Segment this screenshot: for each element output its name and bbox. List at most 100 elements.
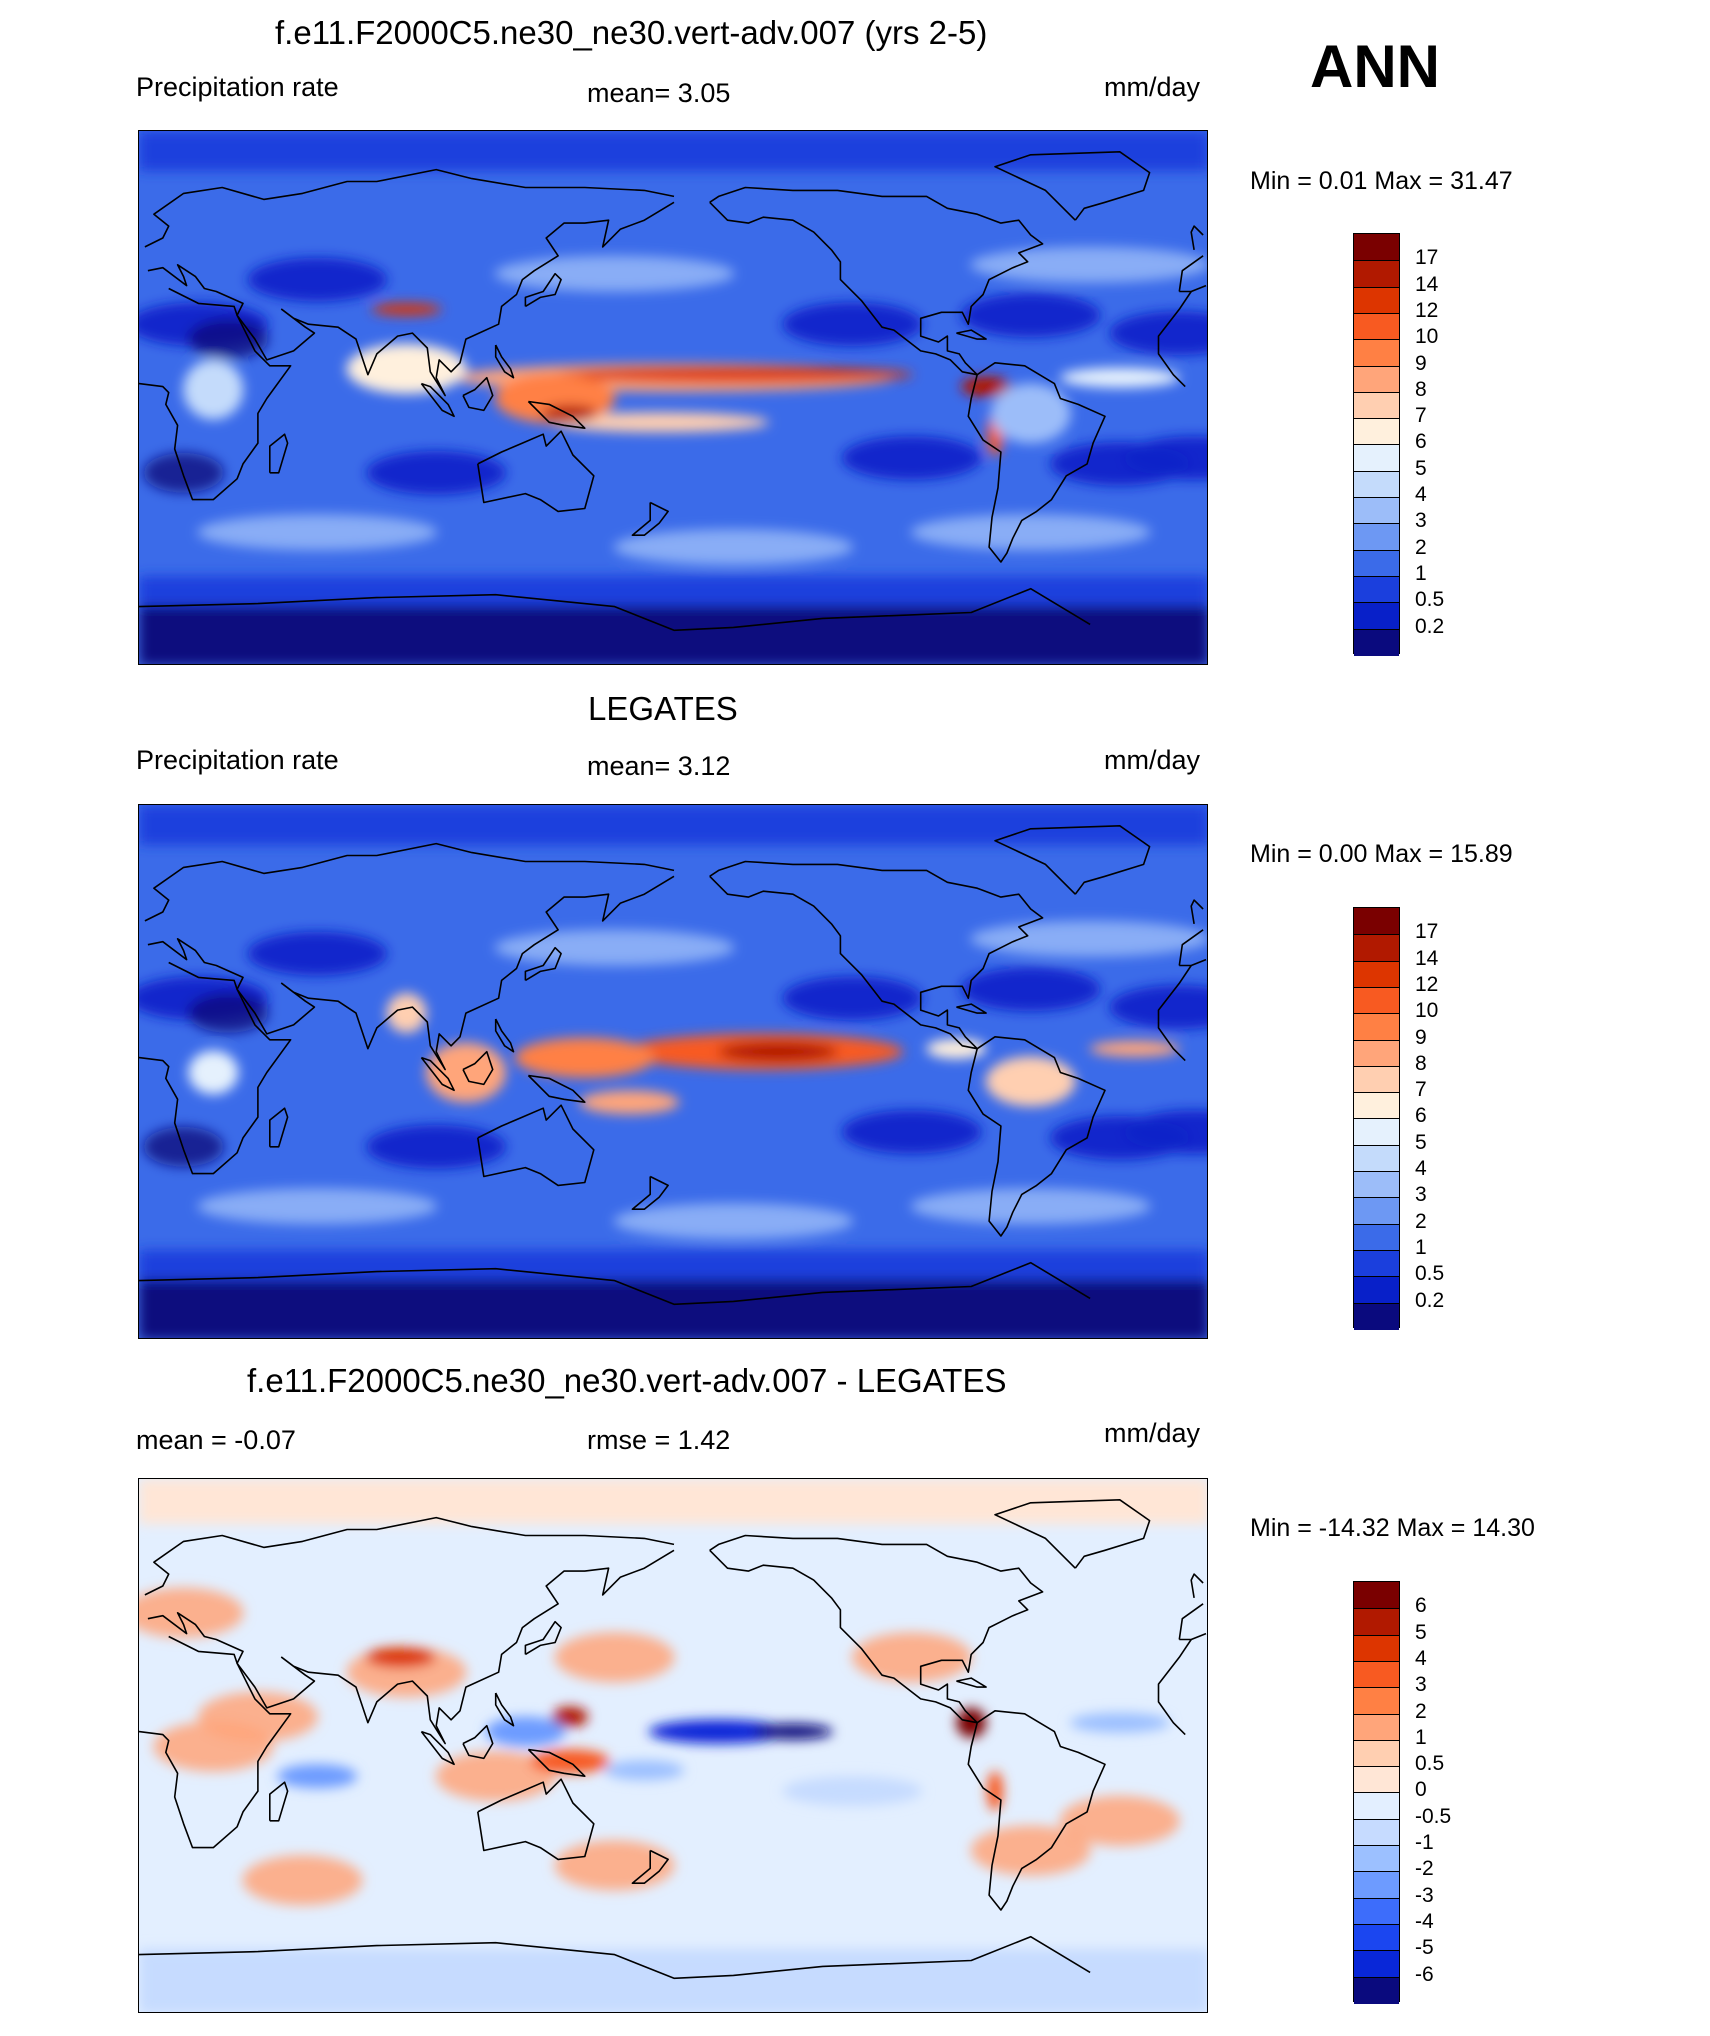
colorbar-swatch bbox=[1354, 1065, 1399, 1094]
colorbar-tick-label: 3 bbox=[1415, 1183, 1427, 1207]
map-background bbox=[139, 1479, 1207, 2012]
field-blob bbox=[554, 1840, 675, 1891]
coastline bbox=[144, 842, 1204, 966]
field-blob bbox=[613, 1203, 854, 1240]
rmse-label: rmse = 1.42 bbox=[587, 1425, 731, 1455]
coastline bbox=[462, 1724, 494, 1760]
field-blob bbox=[153, 1721, 274, 1772]
colorbar-swatch bbox=[1354, 523, 1399, 551]
coastline bbox=[967, 1036, 1106, 1237]
field-blob bbox=[1049, 1115, 1190, 1160]
field-blob bbox=[1109, 311, 1207, 356]
coastline bbox=[524, 272, 562, 308]
field-blob bbox=[551, 1706, 588, 1727]
field-blob bbox=[782, 302, 923, 347]
field-blob bbox=[366, 1124, 507, 1169]
colorbar-tick-label: 1 bbox=[1415, 561, 1427, 585]
colorbar-swatch bbox=[1354, 418, 1399, 446]
colorbar-tick-label: 6 bbox=[1415, 1104, 1427, 1128]
colorbar-tick-label: 2 bbox=[1415, 1699, 1427, 1723]
colorbar-tick-label: 5 bbox=[1415, 1130, 1427, 1154]
coastline bbox=[477, 430, 595, 513]
field-blob bbox=[841, 1109, 982, 1154]
colorbar-swatch bbox=[1354, 470, 1399, 498]
field-blob bbox=[277, 1764, 358, 1789]
colorbar-swatch bbox=[1354, 1792, 1399, 1820]
coastline bbox=[527, 1748, 586, 1777]
colorbar-tick-label: 7 bbox=[1415, 404, 1427, 428]
field-blob bbox=[371, 303, 442, 316]
field-blob bbox=[365, 1647, 436, 1668]
colorbar-tick-label: -2 bbox=[1415, 1857, 1434, 1881]
colorbar-swatch bbox=[1354, 339, 1399, 367]
field-blob bbox=[514, 1037, 655, 1078]
map-model bbox=[138, 130, 1208, 665]
coastline bbox=[139, 961, 1192, 1175]
colorbar-tick-label: 12 bbox=[1415, 972, 1439, 996]
mean-label: mean = -0.07 bbox=[136, 1425, 296, 1455]
coastline bbox=[709, 860, 1044, 1050]
colorbar-tick-label: 0.5 bbox=[1415, 588, 1445, 612]
field-blob bbox=[970, 1825, 1091, 1876]
colorbar-swatch bbox=[1354, 444, 1399, 472]
colorbar-tick-label: 1 bbox=[1415, 1725, 1427, 1749]
coastline bbox=[144, 1516, 1204, 1640]
coastline bbox=[524, 946, 562, 982]
field-blob bbox=[782, 1776, 923, 1807]
field-blob bbox=[990, 383, 1071, 444]
coastline bbox=[709, 1534, 1044, 1724]
colorbar-swatch bbox=[1354, 1092, 1399, 1120]
colorbar-swatch bbox=[1354, 497, 1399, 525]
coastline bbox=[139, 1261, 1091, 1306]
panel-title: f.e11.F2000C5.ne30_ne30.vert-adv.007 - L… bbox=[247, 1362, 1007, 1399]
map-diff-svg bbox=[139, 1479, 1207, 2012]
coastline bbox=[967, 1710, 1106, 1911]
coastline bbox=[494, 1692, 515, 1727]
units-label: mm/day bbox=[1104, 1418, 1201, 1448]
colorbar-swatch bbox=[1354, 934, 1399, 962]
colorbar-swatch bbox=[1354, 1302, 1399, 1330]
colorbar-tick-label: -0.5 bbox=[1415, 1804, 1452, 1828]
field-blob bbox=[910, 1188, 1151, 1225]
colorbar-swatch bbox=[1354, 1871, 1399, 1899]
colorbar-swatch bbox=[1354, 1171, 1399, 1199]
field-blob bbox=[970, 920, 1207, 957]
colorbar-tick-label: 14 bbox=[1415, 272, 1439, 296]
panel-title: LEGATES bbox=[588, 690, 738, 727]
field-blob bbox=[960, 967, 1101, 1012]
colorbar-tick-label: 7 bbox=[1415, 1078, 1427, 1102]
field-blob bbox=[541, 405, 598, 422]
colorbar-tick-label: 4 bbox=[1415, 483, 1427, 506]
colorbar-swatch bbox=[1354, 602, 1399, 630]
field-blob bbox=[143, 452, 224, 493]
colorbar-tick-label: 5 bbox=[1415, 1620, 1427, 1644]
field-blob bbox=[242, 1855, 363, 1906]
colorbar-tick-label: 0 bbox=[1415, 1778, 1427, 1802]
field-blob bbox=[604, 1760, 685, 1781]
minmax-label: Min = 0.00 Max = 15.89 bbox=[1250, 840, 1513, 868]
colorbar-tick-label: 10 bbox=[1415, 999, 1439, 1023]
field-blob bbox=[553, 366, 914, 383]
colorbar-tick-label: 2 bbox=[1415, 1209, 1427, 1233]
coastline bbox=[956, 1677, 987, 1688]
colorbar-swatch bbox=[1354, 986, 1399, 1015]
colorbar-swatch bbox=[1354, 1197, 1399, 1225]
colorbar-tick-label: 0.5 bbox=[1415, 1752, 1445, 1776]
colorbar-swatch bbox=[1354, 1739, 1399, 1768]
colorbar-tick-label: 4 bbox=[1415, 1646, 1427, 1670]
coastline bbox=[139, 1935, 1091, 1980]
coastline bbox=[994, 151, 1151, 221]
field-blob bbox=[752, 1723, 833, 1740]
colorbar-swatch bbox=[1354, 1276, 1399, 1304]
colorbar-swatch bbox=[1354, 1013, 1399, 1041]
coastline bbox=[631, 1175, 669, 1210]
coastline bbox=[420, 1730, 455, 1766]
field-blob bbox=[139, 1587, 244, 1638]
field-blob bbox=[188, 1050, 239, 1095]
field-blob bbox=[485, 1716, 566, 1747]
colorbar-tick-label: -3 bbox=[1415, 1883, 1434, 1907]
colorbar-tick-label: 1 bbox=[1415, 1235, 1427, 1259]
colorbar-swatch bbox=[1354, 1144, 1399, 1172]
coastline bbox=[527, 400, 586, 429]
colorbar-swatch bbox=[1354, 1897, 1399, 1925]
